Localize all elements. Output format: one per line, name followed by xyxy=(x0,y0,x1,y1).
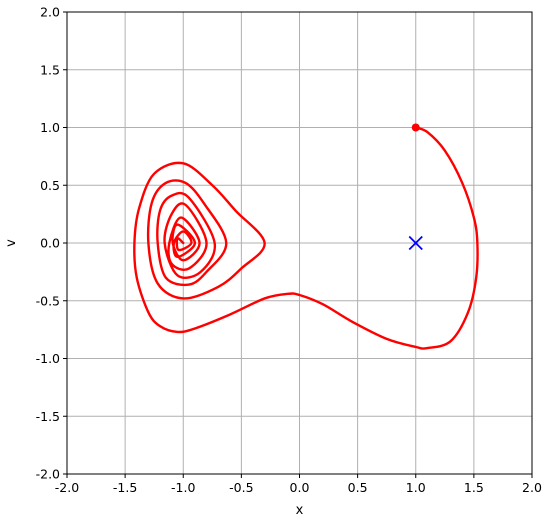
x-tick-label: 0.5 xyxy=(348,480,368,495)
y-tick-label: 1.0 xyxy=(40,120,60,135)
x-tick-label: 2.0 xyxy=(522,480,542,495)
ticks: -2.0 -1.5 -1.0 -0.5 0.0 0.5 1.0 1.5 2.0 -2.0 -1.5 -… xyxy=(36,5,542,496)
x-axis-label: x xyxy=(296,503,304,518)
x-tick-label: -0.5 xyxy=(229,480,253,495)
x-tick-label: 1.0 xyxy=(406,480,426,495)
y-tick-label: 0.5 xyxy=(40,178,60,193)
start-point-marker xyxy=(411,123,420,132)
y-tick-label: -0.5 xyxy=(36,293,60,308)
y-tick-label: -1.5 xyxy=(36,409,60,424)
y-tick-label: -2.0 xyxy=(36,467,60,482)
x-tick-label: -1.0 xyxy=(171,480,195,495)
y-tick-label: 0.0 xyxy=(40,236,60,251)
y-axis-label: v xyxy=(4,239,19,247)
plot-data xyxy=(133,123,479,350)
y-tick-label: 1.5 xyxy=(40,62,60,77)
x-tick-label: -1.5 xyxy=(113,480,137,495)
y-tick-label: 2.0 xyxy=(40,5,60,20)
trajectory-line xyxy=(133,126,479,350)
x-tick-label: 1.5 xyxy=(464,480,484,495)
y-tick-label: -1.0 xyxy=(36,351,60,366)
x-tick-label: 0.0 xyxy=(290,480,310,495)
x-tick-label: -2.0 xyxy=(55,480,79,495)
equilibrium-x-marker xyxy=(408,235,423,251)
